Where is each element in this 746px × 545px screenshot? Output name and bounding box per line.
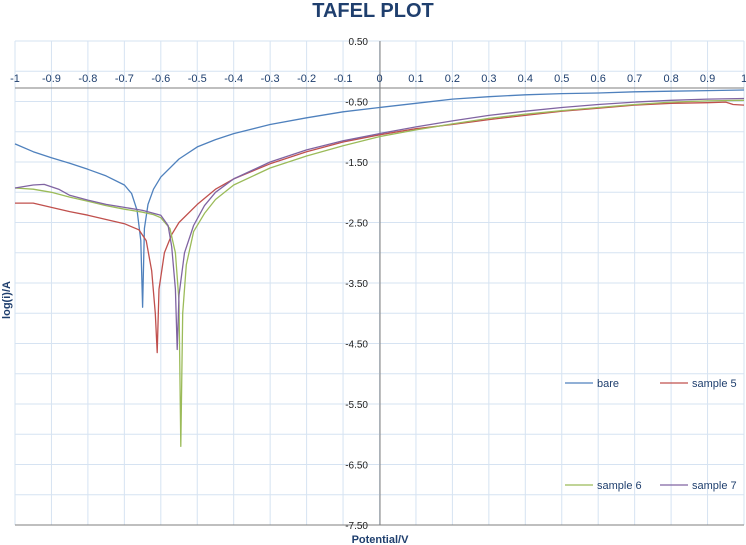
x-tick-label: -0.6 xyxy=(151,73,170,85)
y-tick-label: 0.50 xyxy=(349,37,369,48)
x-tick-label: 0.9 xyxy=(700,73,715,85)
x-tick-label: 0.3 xyxy=(481,73,496,85)
y-tick-label: -3.50 xyxy=(345,279,368,290)
legend-label-sample-5: sample 5 xyxy=(692,378,737,390)
x-tick-label: -0.2 xyxy=(297,73,316,85)
x-tick-label: -1 xyxy=(10,73,20,85)
x-tick-label: -0.3 xyxy=(261,73,280,85)
x-tick-label: -0.8 xyxy=(78,73,97,85)
y-axis-label: log(i)/A xyxy=(1,281,13,319)
legend: bare sample 5 sample 6 sample 7 xyxy=(565,378,737,492)
y-tick-label: -6.50 xyxy=(345,461,368,472)
x-tick-label: 0 xyxy=(376,73,382,85)
legend-label-bare: bare xyxy=(597,378,619,390)
x-tick-label: -0.4 xyxy=(224,73,243,85)
legend-label-sample-7: sample 7 xyxy=(692,480,737,492)
y-tick-label: -4.50 xyxy=(345,340,368,351)
y-tick-label: -5.50 xyxy=(345,400,368,411)
series-line-sample-6 xyxy=(14,99,745,448)
x-tick-label: 0.1 xyxy=(408,73,423,85)
x-tick-label: 0.6 xyxy=(591,73,606,85)
chart-title: TAFEL PLOT xyxy=(312,0,433,22)
x-tick-label: -0.9 xyxy=(42,73,61,85)
x-tick-label: 0.7 xyxy=(627,73,642,85)
x-tick-label: 0.8 xyxy=(663,73,678,85)
series-line-sample-5 xyxy=(15,101,745,354)
x-tick-label: 1 xyxy=(741,73,746,85)
x-tick-label: 0.4 xyxy=(518,73,533,85)
y-tick-label: -2.50 xyxy=(345,219,368,230)
series-line-sample-7 xyxy=(14,97,745,351)
x-tick-label: 0.5 xyxy=(554,73,569,85)
x-tick-label: -0.7 xyxy=(115,73,134,85)
y-tick-label: -0.50 xyxy=(345,98,368,109)
series-lines xyxy=(14,89,745,448)
x-tick-label: 0.2 xyxy=(445,73,460,85)
y-tick-labels: 0.50 -0.50 -1.50 -2.50 -3.50 -4.50 -5.50 -6.50 -… xyxy=(345,37,368,532)
x-tick-label: -0.1 xyxy=(334,73,353,85)
y-tick-label: -7.50 xyxy=(345,521,368,532)
series-line-bare xyxy=(14,89,745,308)
y-tick-label: -1.50 xyxy=(345,158,368,169)
x-tick-labels: -1 -0.9 -0.8 -0.7 -0.6 -0.5 -0.4 -0.3 -0.2 -0.1 0 0… xyxy=(10,73,746,85)
axes xyxy=(15,41,744,526)
legend-label-sample-6: sample 6 xyxy=(597,480,642,492)
x-axis-label: Potential/V xyxy=(352,534,410,545)
x-tick-label: -0.5 xyxy=(188,73,207,85)
